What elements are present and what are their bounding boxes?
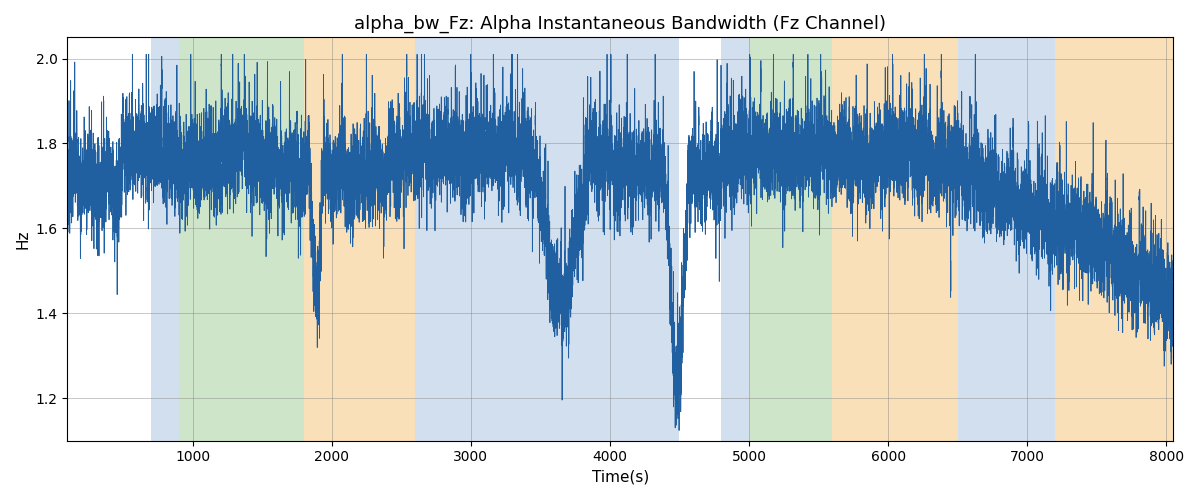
Bar <box>304 38 415 440</box>
Bar <box>833 38 958 440</box>
Bar <box>151 38 179 440</box>
Bar <box>415 38 679 440</box>
Bar <box>179 38 304 440</box>
Bar <box>958 38 1055 440</box>
Title: alpha_bw_Fz: Alpha Instantaneous Bandwidth (Fz Channel): alpha_bw_Fz: Alpha Instantaneous Bandwid… <box>354 15 887 34</box>
Bar <box>749 38 833 440</box>
X-axis label: Time(s): Time(s) <box>592 470 649 485</box>
Bar <box>721 38 749 440</box>
Bar <box>1055 38 1181 440</box>
Y-axis label: Hz: Hz <box>16 230 30 249</box>
